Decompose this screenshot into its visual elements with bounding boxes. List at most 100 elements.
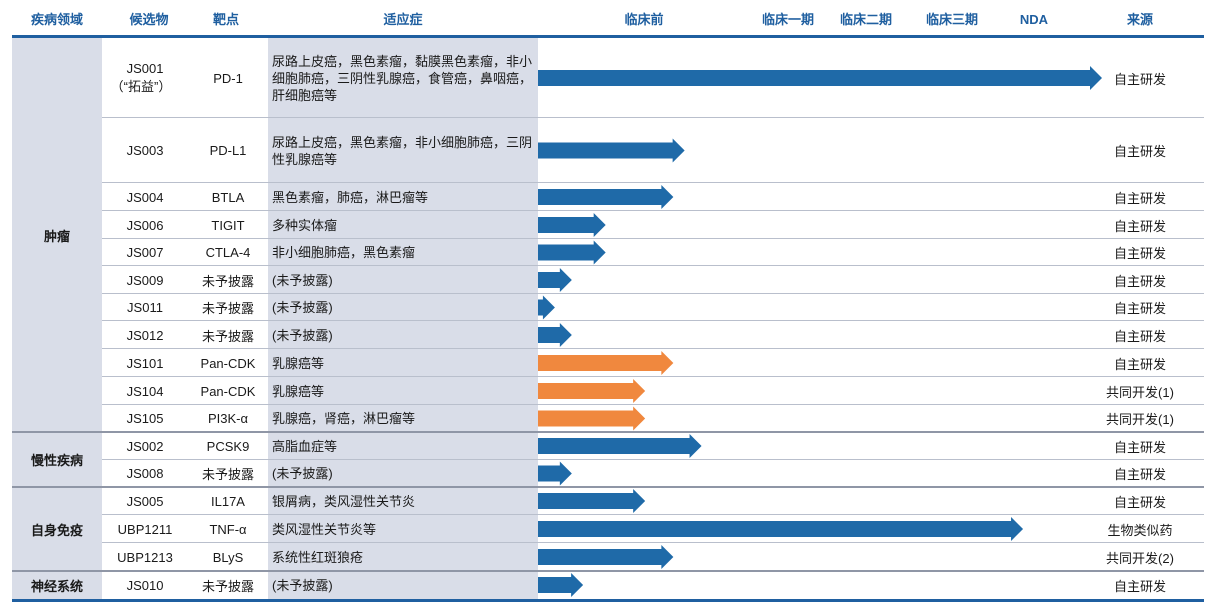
header-phase1: 临床一期 [761,12,814,27]
candidate-name: JS011 [127,300,163,315]
candidate-name: JS010 [126,577,164,593]
domain-separator [12,570,1204,572]
progress-arrow-js101 [538,351,674,375]
target-cell: TIGIT [211,217,245,233]
pipeline-row: JS011 未予披露 (未予披露) 自主研发 [0,294,1218,321]
source-cell: 自主研发 [1113,144,1166,159]
header-candidate: 候选物 [129,12,169,27]
pipeline-row: JS012 未予披露 (未予披露) 自主研发 [0,321,1218,349]
source-cell: 自主研发 [1113,218,1166,234]
pipeline-row: JS002 PCSK9 高脂血症等 自主研发 [0,432,1218,460]
candidate-cell: UBP1213 [100,543,190,571]
source-cell: 自主研发 [1113,301,1166,316]
target-cell: 未予披露 [201,578,254,594]
candidate-cell: UBP1211 [100,515,190,543]
pipeline-row: JS104 Pan-CDK 乳腺癌等 共同开发(1) [0,377,1218,405]
row-separator [102,320,1204,321]
pipeline-row: JS003 PD-L1 尿路上皮癌，黑色素瘤，非小细胞肺癌，三阴性乳腺癌等 自主研发 [0,118,1218,183]
source-cell: 自主研发 [1113,246,1166,261]
header-phase3: 临床三期 [925,12,978,27]
progress-arrow-js005 [538,489,646,513]
pipeline-row: JS004 BTLA 黑色素瘤，肺癌，淋巴瘤等 自主研发 [0,183,1218,211]
indication-cell: 黑色素瘤，肺癌，淋巴瘤等 [272,189,429,205]
candidate-cell: JS002 [100,432,190,460]
target-cell: PI3K-α [207,411,249,426]
candidate-cell: JS101 [100,349,190,377]
source-cell: 自主研发 [1113,356,1166,372]
indication-cell: (未予披露) [272,466,333,481]
header-indication: 适应症 [383,12,423,27]
candidate-name: JS012 [126,327,164,343]
candidate-cell: JS010 [100,571,190,599]
target-cell: Pan-CDK [200,383,256,399]
pipeline-row: JS105 PI3K-α 乳腺癌，肾癌，淋巴瘤等 共同开发(1) [0,405,1218,432]
progress-arrow-js010 [538,573,584,597]
row-separator [102,182,1204,183]
source-cell: 自主研发 [1113,494,1166,510]
row-separator [102,117,1204,118]
progress-arrow-js008 [538,461,572,486]
pipeline-row: JS008 未予披露 (未予披露) 自主研发 [0,460,1218,487]
candidate-name: JS001 [126,61,164,76]
source-cell: 共同开发(1) [1106,412,1174,427]
candidate-cell: JS006 [100,211,190,239]
progress-arrow-js105 [538,406,646,431]
header-nda: NDA [1019,12,1049,27]
indication-cell: 乳腺癌等 [272,355,325,371]
source-cell: 自主研发 [1113,467,1166,482]
target-cell: TNF-α [209,521,247,537]
pipeline-row: UBP1213 BLyS 系统性红斑狼疮 共同开发(2) [0,543,1218,571]
indication-cell: (未予披露) [272,327,333,343]
candidate-name: JS002 [126,438,164,454]
row-separator [102,404,1204,405]
progress-arrow-js009 [538,268,572,292]
progress-arrow-js002 [538,434,702,458]
pipeline-row: JS009 未予披露 (未予披露) 自主研发 [0,266,1218,294]
candidate-name: JS009 [126,272,164,288]
indication-column-shade [268,38,538,599]
target-cell: CTLA-4 [205,245,251,260]
pipeline-row: UBP1211 TNF-α 类风湿性关节炎等 生物类似药 [0,515,1218,543]
progress-arrow-js006 [538,213,606,237]
progress-arrow-js012 [538,323,572,347]
source-cell: 自主研发 [1113,578,1166,594]
candidate-name: JS105 [126,411,164,426]
candidate-name: JS104 [126,383,164,399]
indication-cell: 乳腺癌等 [272,383,325,399]
row-separator [102,514,1204,515]
domain-label: 自身免疫 [12,487,102,571]
candidate-cell: JS008 [100,460,190,487]
candidate-name: JS004 [126,189,164,205]
source-cell: 自主研发 [1113,439,1166,455]
candidate-cell: JS012 [100,321,190,349]
pipeline-row: JS005 IL17A 银屑病，类风湿性关节炎 自主研发 [0,487,1218,515]
indication-cell: 尿路上皮癌，黑色素瘤，非小细胞肺癌，三阴性乳腺癌等 [272,134,533,167]
row-separator [102,376,1204,377]
target-cell: 未予披露 [201,467,254,482]
header-rule [12,35,1204,38]
header-preclinical: 临床前 [624,12,664,27]
pipeline-row: JS010 未予披露 (未予披露) 自主研发 [0,571,1218,599]
target-cell: 未予披露 [201,328,254,344]
domain-separator [12,486,1204,488]
source-cell: 自主研发 [1113,328,1166,344]
target-cell: Pan-CDK [200,355,256,371]
progress-arrow-ubp1213 [538,545,674,569]
target-cell: 未予披露 [201,301,254,316]
indication-cell: 多种实体瘤 [272,217,338,233]
header-source: 来源 [1126,12,1153,27]
source-cell: 自主研发 [1113,71,1166,87]
indication-cell: 系统性红斑狼疮 [272,549,364,565]
source-cell: 生物类似药 [1107,522,1173,538]
target-cell: 未予披露 [201,273,254,289]
pipeline-row: JS001 （“拓益”） PD-1 尿路上皮癌，黑色素瘤，黏膜黑色素瘤，非小细胞肺癌，… [0,38,1218,118]
row-separator [102,293,1204,294]
progress-arrow-ubp1211 [538,517,1024,541]
progress-arrow-js001 [538,66,1102,90]
candidate-cell: JS004 [100,183,190,211]
candidate-name: JS003 [126,143,164,158]
source-cell: 自主研发 [1113,190,1166,206]
target-cell: PD-L1 [209,143,247,158]
